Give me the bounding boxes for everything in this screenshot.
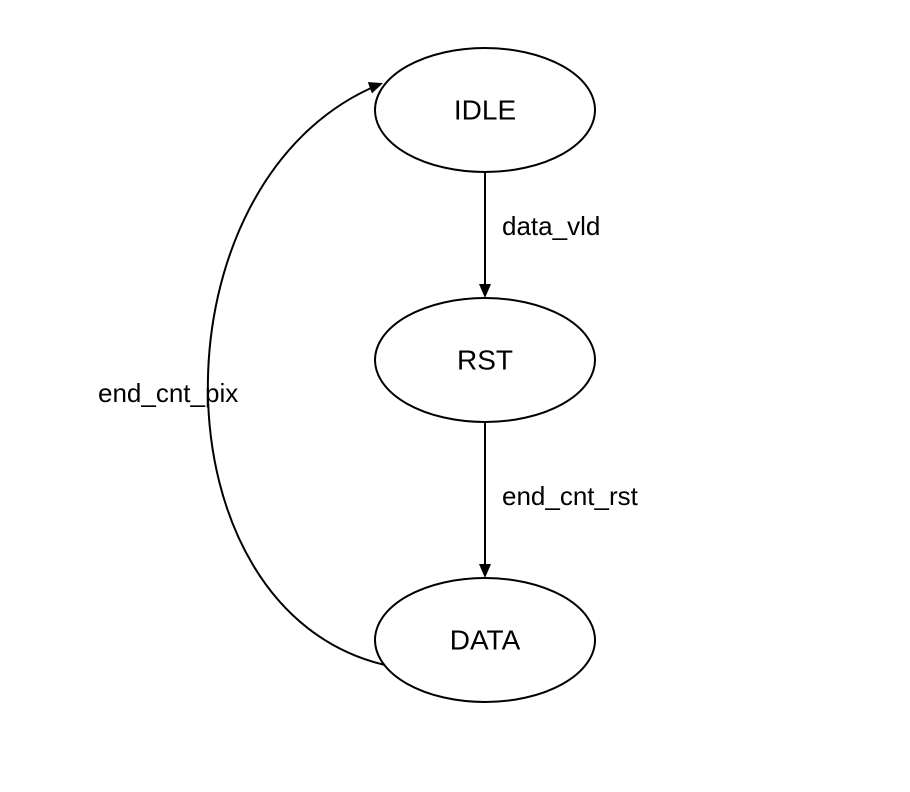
state-node-idle: IDLE xyxy=(375,48,595,172)
state-node-label: RST xyxy=(457,344,513,375)
transition-data-to-idle: end_cnt_pix xyxy=(98,77,385,665)
transition-label: data_vld xyxy=(502,211,600,241)
arrowhead-icon xyxy=(368,77,385,93)
state-node-data: DATA xyxy=(375,578,595,702)
nodes: IDLE RST DATA xyxy=(375,48,595,702)
state-node-label: DATA xyxy=(450,624,521,655)
transition-label: end_cnt_pix xyxy=(98,378,238,408)
transition-path xyxy=(208,85,385,665)
edges: data_vld end_cnt_rst end_cnt_pix xyxy=(98,77,639,665)
state-node-label: IDLE xyxy=(454,94,516,125)
transition-idle-to-rst: data_vld xyxy=(479,172,600,298)
transition-rst-to-data: end_cnt_rst xyxy=(479,422,639,578)
arrowhead-icon xyxy=(479,564,491,578)
transition-label: end_cnt_rst xyxy=(502,481,639,511)
state-machine-diagram: data_vld end_cnt_rst end_cnt_pix IDLE RST DA… xyxy=(0,0,910,792)
state-node-rst: RST xyxy=(375,298,595,422)
arrowhead-icon xyxy=(479,284,491,298)
